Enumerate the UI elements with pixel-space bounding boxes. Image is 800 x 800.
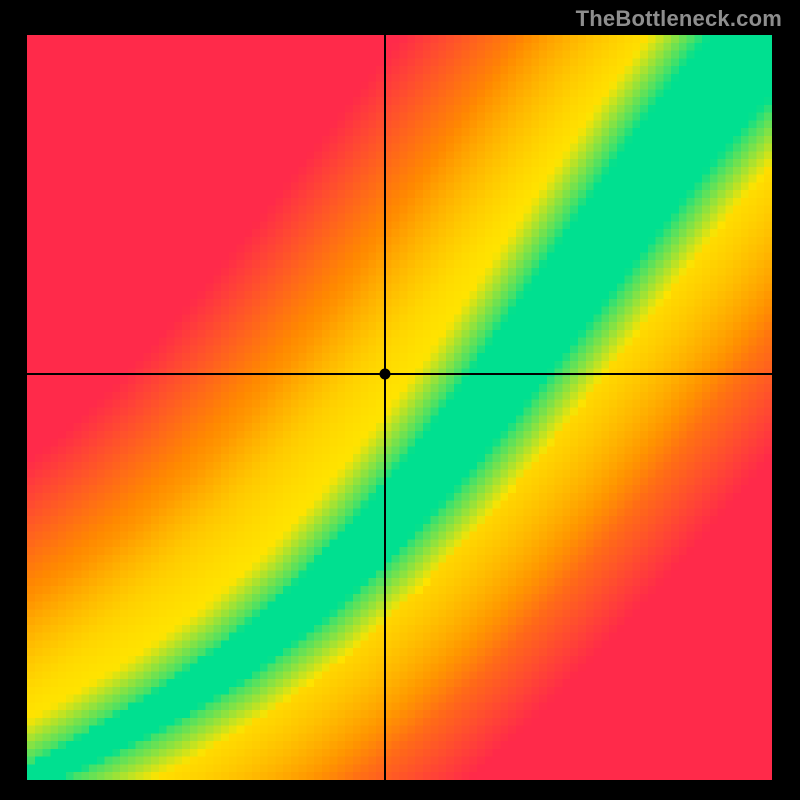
crosshair-horizontal — [27, 373, 772, 375]
crosshair-vertical — [384, 35, 386, 780]
watermark-text: TheBottleneck.com — [576, 6, 782, 32]
crosshair-marker — [379, 368, 390, 379]
heatmap-canvas — [27, 35, 772, 780]
heatmap-plot — [27, 35, 772, 780]
